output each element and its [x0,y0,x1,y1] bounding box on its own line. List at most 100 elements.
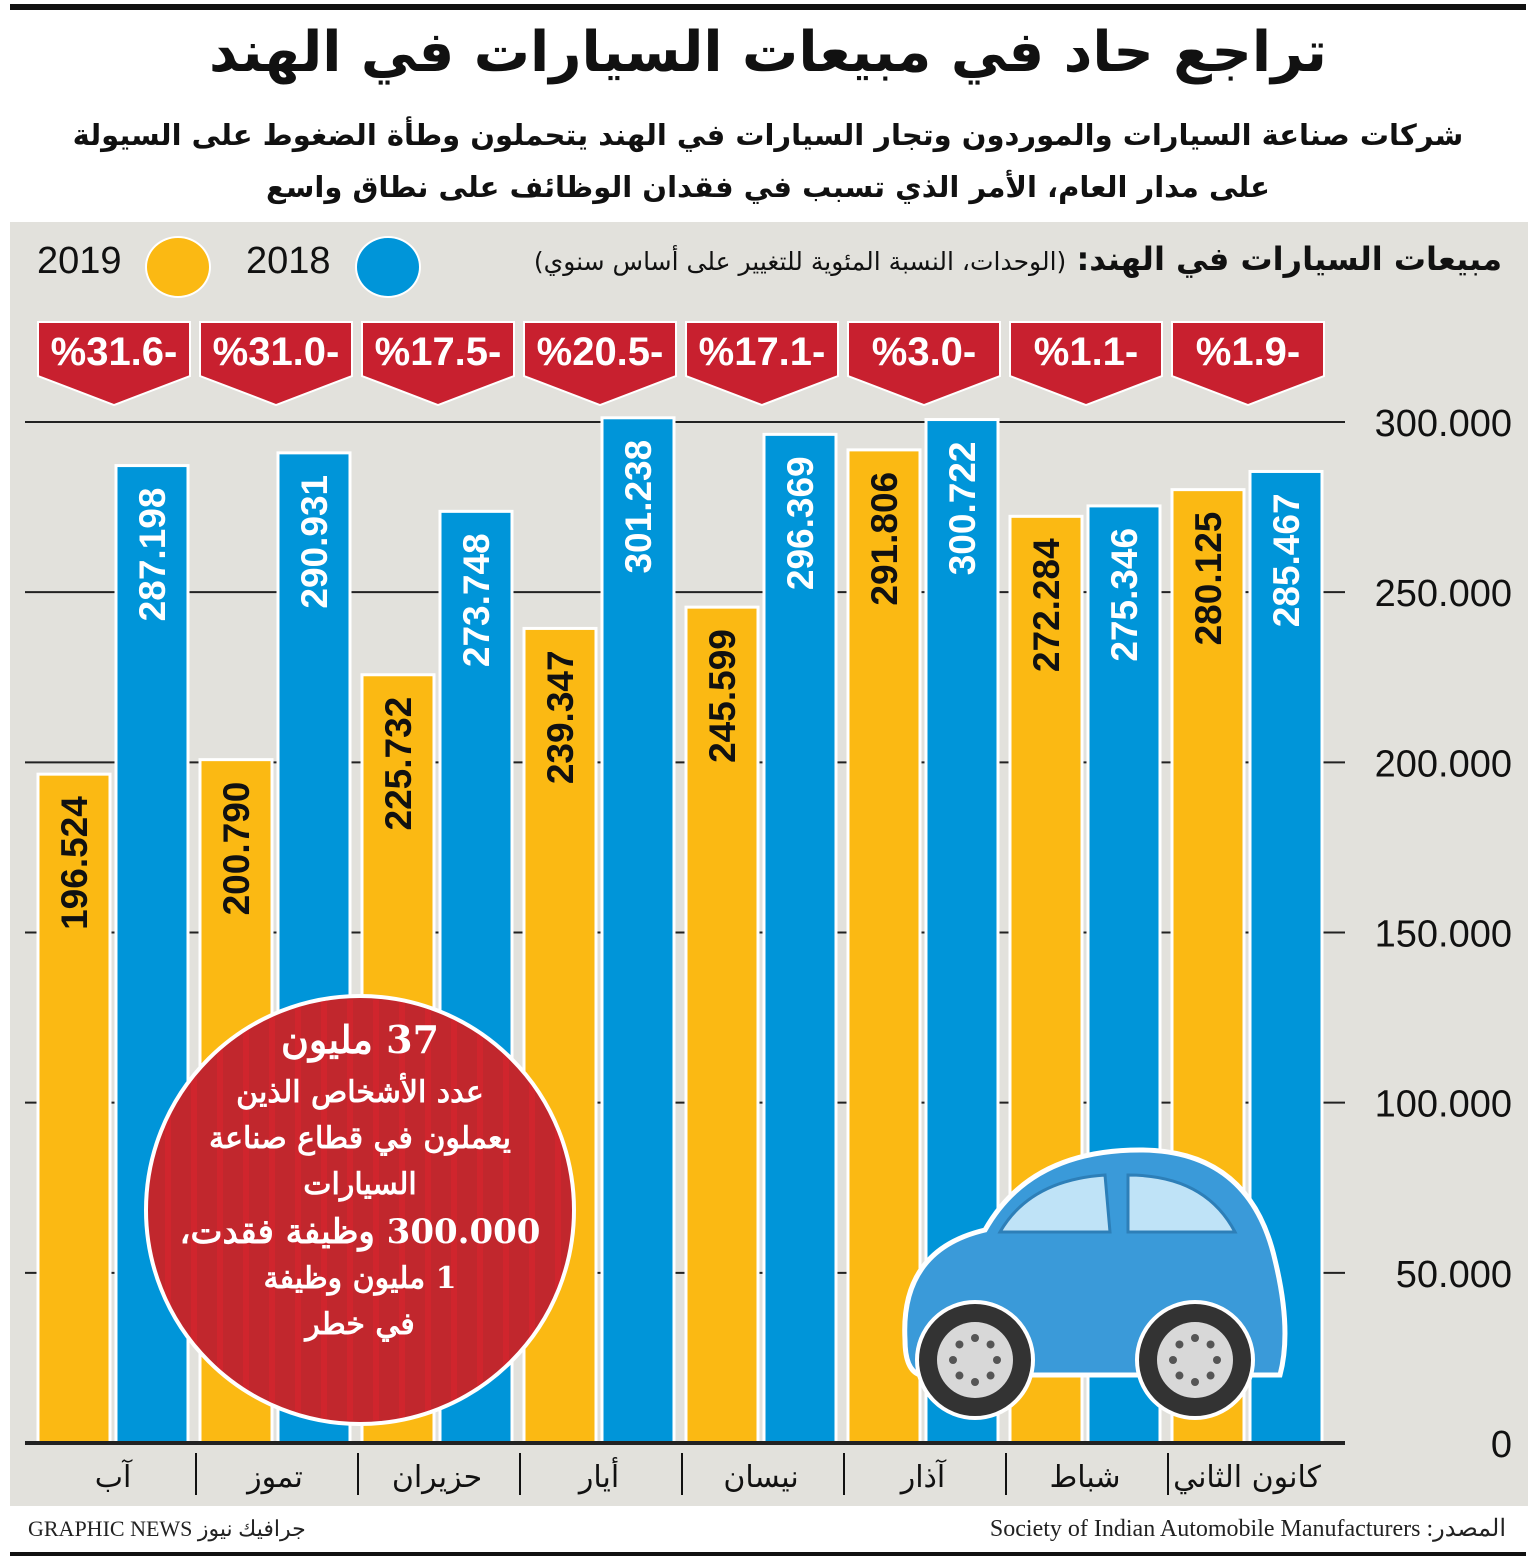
callout-stripe [295,1000,301,1420]
callout-stripe [347,1000,353,1420]
callout-stripe [191,1000,197,1420]
y-tick-label: 150.000 [1375,914,1512,956]
callout-stripe [269,1000,275,1420]
x-tick-label: أيار [577,1456,619,1495]
bar-2019 [684,605,760,1445]
y-tick-label: 100.000 [1375,1084,1512,1126]
value-label-2019: 239.347 [540,650,581,784]
bar-2019 [846,448,922,1445]
chart-units: (الوحدات، النسبة المئوية للتغيير على أسا… [533,247,1067,276]
change-badge [847,321,1001,407]
bar-2018 [762,432,838,1445]
callout-line: عدد الأشخاص الذين [236,1075,484,1110]
y-tick-label: 50.000 [1396,1254,1512,1296]
hubcap-bolt [1169,1356,1177,1364]
value-label-2018: 290.931 [294,475,335,609]
change-label: %3.0- [872,330,977,374]
callout-stripe [503,1000,509,1420]
hubcap-bolt [1191,1378,1199,1386]
x-tick-label: نيسان [723,1460,798,1495]
callout-circle [144,994,576,1426]
callout-line: يعملون في قطاع صناعة [209,1121,511,1156]
subtitle-line-1: شركات صناعة السيارات والموردون وتجار الس… [72,118,1464,152]
callout-stripe [243,1000,249,1420]
value-label-2019: 291.806 [864,472,905,606]
hubcap-bolt [1206,1371,1215,1380]
callout-stripe [165,1000,171,1420]
hubcap-bolt [1191,1334,1199,1342]
source: المصدر: Society of Indian Automobile Man… [989,1516,1506,1542]
legend-swatch-2018 [355,236,421,298]
bar-2019 [36,772,112,1445]
value-label-2019: 280.125 [1188,512,1229,646]
hubcap-bolt [955,1371,964,1380]
change-badge [685,321,839,407]
blue-car-icon [902,1147,1288,1420]
legend-label-2018: 2018 [246,240,331,282]
callout-stripe [373,1000,379,1420]
callout-stripe [399,1000,405,1420]
callout-stripe [217,1000,223,1420]
hubcap-bolt [986,1371,995,1380]
callout-line: 1 مليون وظيفة [263,1261,457,1296]
car-window [1126,1173,1238,1234]
callout-stripe [321,1000,327,1420]
bottom-rule [10,1552,1526,1556]
change-label: %17.1- [699,330,826,374]
hubcap-bolt [993,1356,1001,1364]
x-tick-label: شباط [1049,1460,1120,1495]
change-badge [1009,321,1163,407]
legend-label-2019: 2019 [37,240,122,282]
callout-line: 300.000 وظيفة فقدت، [179,1212,541,1252]
page-title: تراجع حاد في مبيعات السيارات في الهند [209,20,1327,85]
value-label-2018: 273.748 [456,533,497,667]
callout-headline: 37 مليون [280,1017,440,1062]
change-label: %20.5- [537,330,664,374]
value-label-2019: 245.599 [702,629,743,763]
chart-title-main: مبيعات السيارات في الهند: [1076,240,1502,278]
change-label: %31.6- [51,330,178,374]
x-tick-label: حزيران [392,1460,482,1495]
credit: GRAPHIC NEWS جرافيك نيوز [28,1516,306,1541]
hubcap-bolt [971,1378,979,1386]
callout-line: في خطر [305,1307,415,1342]
x-tick-label: كانون الثاني [1173,1460,1322,1495]
subtitle-line-2: على مدار العام، الأمر الذي تسبب في فقدان… [266,170,1270,204]
hubcap-bolt [1206,1340,1215,1349]
car-hubcap [937,1322,1013,1398]
hubcap-bolt [1175,1340,1184,1349]
x-tick-label: تموز [245,1460,303,1495]
value-label-2019: 272.284 [1026,538,1067,672]
value-label-2019: 200.790 [216,782,257,916]
callout-stripe [477,1000,483,1420]
value-label-2019: 225.732 [378,697,419,831]
callout-stripe [425,1000,431,1420]
change-label: %1.1- [1034,330,1139,374]
value-label-2018: 300.722 [942,442,983,576]
change-badge [361,321,515,407]
y-tick-label: 0 [1491,1424,1512,1466]
y-tick-label: 200.000 [1375,743,1512,785]
hubcap-bolt [955,1340,964,1349]
change-label: %17.5- [375,330,502,374]
hubcap-bolt [949,1356,957,1364]
value-label-2019: 196.524 [54,796,95,930]
car-window [997,1173,1112,1234]
callout-text: 37 مليون عدد الأشخاص الذين يعملون في قطا… [150,1010,570,1348]
x-tick-label: آذار [899,1459,947,1495]
value-label-2018: 285.467 [1266,493,1307,627]
change-label: %1.9- [1196,330,1301,374]
top-rule [10,4,1526,10]
y-tick-label: 300.000 [1375,403,1512,445]
callout-stripe [451,1000,457,1420]
change-badge [199,321,353,407]
change-badge [1171,321,1325,407]
hubcap-bolt [1213,1356,1221,1364]
y-tick-label: 250.000 [1375,573,1512,615]
callout-background [144,994,576,1426]
hubcap-bolt [986,1340,995,1349]
x-tick-label: آب [95,1459,133,1495]
hubcap-bolt [971,1334,979,1342]
callout-line: السيارات [303,1167,417,1202]
